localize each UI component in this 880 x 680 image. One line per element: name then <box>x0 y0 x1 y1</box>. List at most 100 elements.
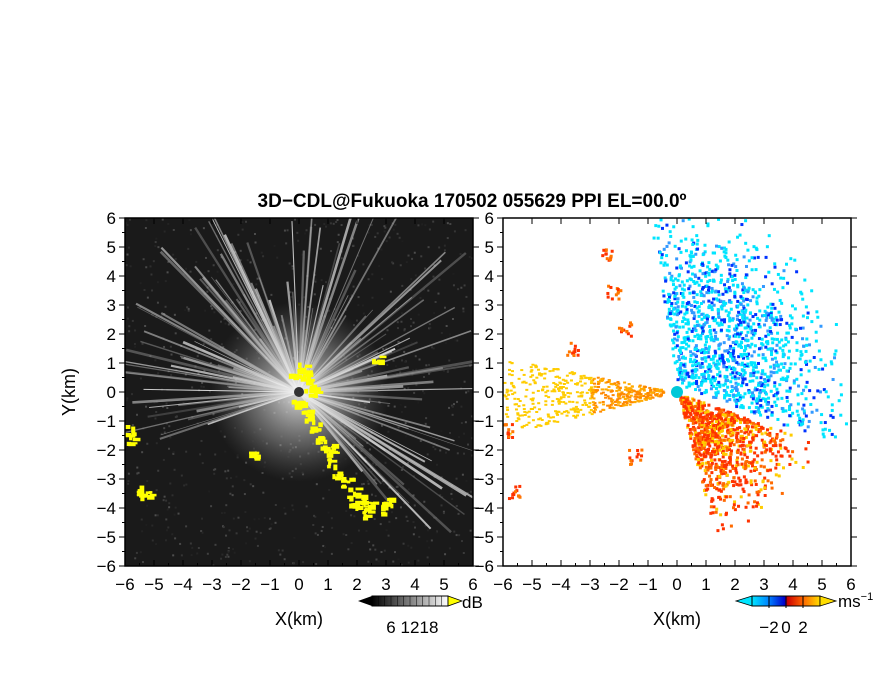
noise-pixel <box>330 552 333 555</box>
velocity-approaching-pixel <box>764 359 768 363</box>
velocity-west-pixel <box>653 389 657 392</box>
velocity-approaching-pixel <box>779 314 783 318</box>
velocity-approaching-pixel <box>725 334 729 338</box>
velocity-receding-pixel <box>737 476 741 480</box>
velocity-approaching-pixel <box>736 304 740 308</box>
velocity-approaching-pixel <box>677 273 681 277</box>
velocity-receding-pixel <box>749 461 753 465</box>
velocity-west-pixel <box>525 388 529 391</box>
velocity-approaching-pixel <box>773 356 777 360</box>
velocity-approaching-pixel <box>746 248 750 252</box>
velocity-receding-pixel <box>703 423 707 427</box>
velocity-west-pixel <box>505 397 509 400</box>
velocity-approaching-pixel <box>785 377 789 381</box>
reflectivity-high-value <box>342 484 347 489</box>
noise-pixel <box>151 289 154 292</box>
noise-pixel <box>444 553 447 556</box>
reflectivity-high-value <box>291 374 300 378</box>
velocity-receding-pixel <box>679 398 683 402</box>
velocity-receding-pixel <box>691 444 695 448</box>
velocity-receding-pixel <box>720 434 724 438</box>
noise-pixel <box>263 516 266 519</box>
velocity-receding-pixel <box>698 422 702 426</box>
velocity-approaching-pixel <box>833 352 837 356</box>
noise-pixel <box>460 286 463 289</box>
velocity-approaching-pixel <box>754 328 758 332</box>
noise-pixel <box>145 405 148 408</box>
velocity-receding-pixel <box>765 448 769 452</box>
velocity-approaching-pixel <box>680 371 684 375</box>
noise-pixel <box>146 296 149 299</box>
velocity-receding-pixel <box>751 460 755 464</box>
y-tick-label: 1 <box>107 354 116 373</box>
noise-pixel <box>126 306 129 309</box>
noise-pixel <box>134 557 137 560</box>
velocity-approaching-pixel <box>673 361 677 365</box>
velocity-approaching-pixel <box>775 337 779 341</box>
velocity-approaching-pixel <box>689 278 693 282</box>
velocity-approaching-pixel <box>784 262 788 266</box>
velocity-receding-pixel <box>732 443 736 447</box>
velocity-receding-pixel <box>701 416 705 420</box>
velocity-approaching-pixel <box>708 330 712 334</box>
velocity-approaching-pixel <box>716 265 720 269</box>
velocity-approaching-pixel <box>762 383 766 387</box>
velocity-receding-pixel <box>735 458 739 462</box>
velocity-approaching-pixel <box>808 359 812 363</box>
velocity-west-pixel <box>537 402 541 405</box>
velocity-approaching-pixel <box>679 368 683 372</box>
velocity-west-pixel <box>572 414 576 417</box>
velocity-approaching-pixel <box>831 415 835 419</box>
velocity-approaching-pixel <box>799 373 803 377</box>
velocity-receding-pixel <box>746 501 750 505</box>
velocity-approaching-pixel <box>706 265 710 269</box>
velocity-west-pixel <box>620 391 624 394</box>
velocity-approaching-pixel <box>714 331 718 335</box>
noise-pixel <box>432 275 435 278</box>
y-tick-label: −1 <box>97 412 116 431</box>
noise-pixel <box>260 251 263 254</box>
noise-pixel <box>407 488 410 491</box>
velocity-approaching-pixel <box>712 303 716 307</box>
velocity-approaching-pixel <box>751 361 755 365</box>
velocity-approaching-pixel <box>695 349 699 353</box>
velocity-approaching-pixel <box>727 329 731 333</box>
noise-pixel <box>202 227 205 230</box>
velocity-approaching-pixel <box>722 396 726 400</box>
velocity-approaching-pixel <box>740 354 744 358</box>
noise-pixel <box>232 517 235 520</box>
velocity-receding-pixel <box>739 436 743 440</box>
velocity-west-pixel <box>565 374 569 377</box>
velocity-receding-pixel <box>711 418 715 422</box>
noise-pixel <box>256 544 259 547</box>
velocity-approaching-pixel <box>683 312 687 316</box>
reflectivity-high-value <box>363 514 367 520</box>
velocity-approaching-pixel <box>681 292 685 296</box>
velocity-approaching-pixel <box>758 325 762 329</box>
velocity-receding-pixel <box>694 409 698 413</box>
velocity-approaching-pixel <box>702 300 706 304</box>
noise-pixel <box>456 339 459 342</box>
x-tick-label: 0 <box>294 575 303 594</box>
velocity-approaching-pixel <box>661 289 665 293</box>
velocity-approaching-pixel <box>726 258 730 262</box>
velocity-west-pixel <box>557 399 561 402</box>
noise-pixel <box>186 306 189 309</box>
velocity-receding-pixel <box>703 440 707 444</box>
velocity-approaching-pixel <box>744 276 748 280</box>
noise-pixel <box>388 236 391 239</box>
velocity-approaching-pixel <box>788 323 792 327</box>
reflectivity-high-value <box>315 440 321 445</box>
noise-pixel <box>127 482 130 485</box>
noise-pixel <box>462 307 465 310</box>
velocity-west-pixel <box>511 393 515 396</box>
velocity-west-pixel <box>616 404 620 407</box>
velocity-approaching-pixel <box>715 321 719 325</box>
velocity-approaching-pixel <box>746 344 750 348</box>
velocity-approaching-pixel <box>802 344 806 348</box>
noise-pixel <box>239 249 242 252</box>
velocity-west-pixel <box>544 423 548 426</box>
noise-pixel <box>131 424 134 427</box>
velocity-approaching-pixel <box>691 364 695 368</box>
velocity-receding-pixel <box>790 457 794 461</box>
